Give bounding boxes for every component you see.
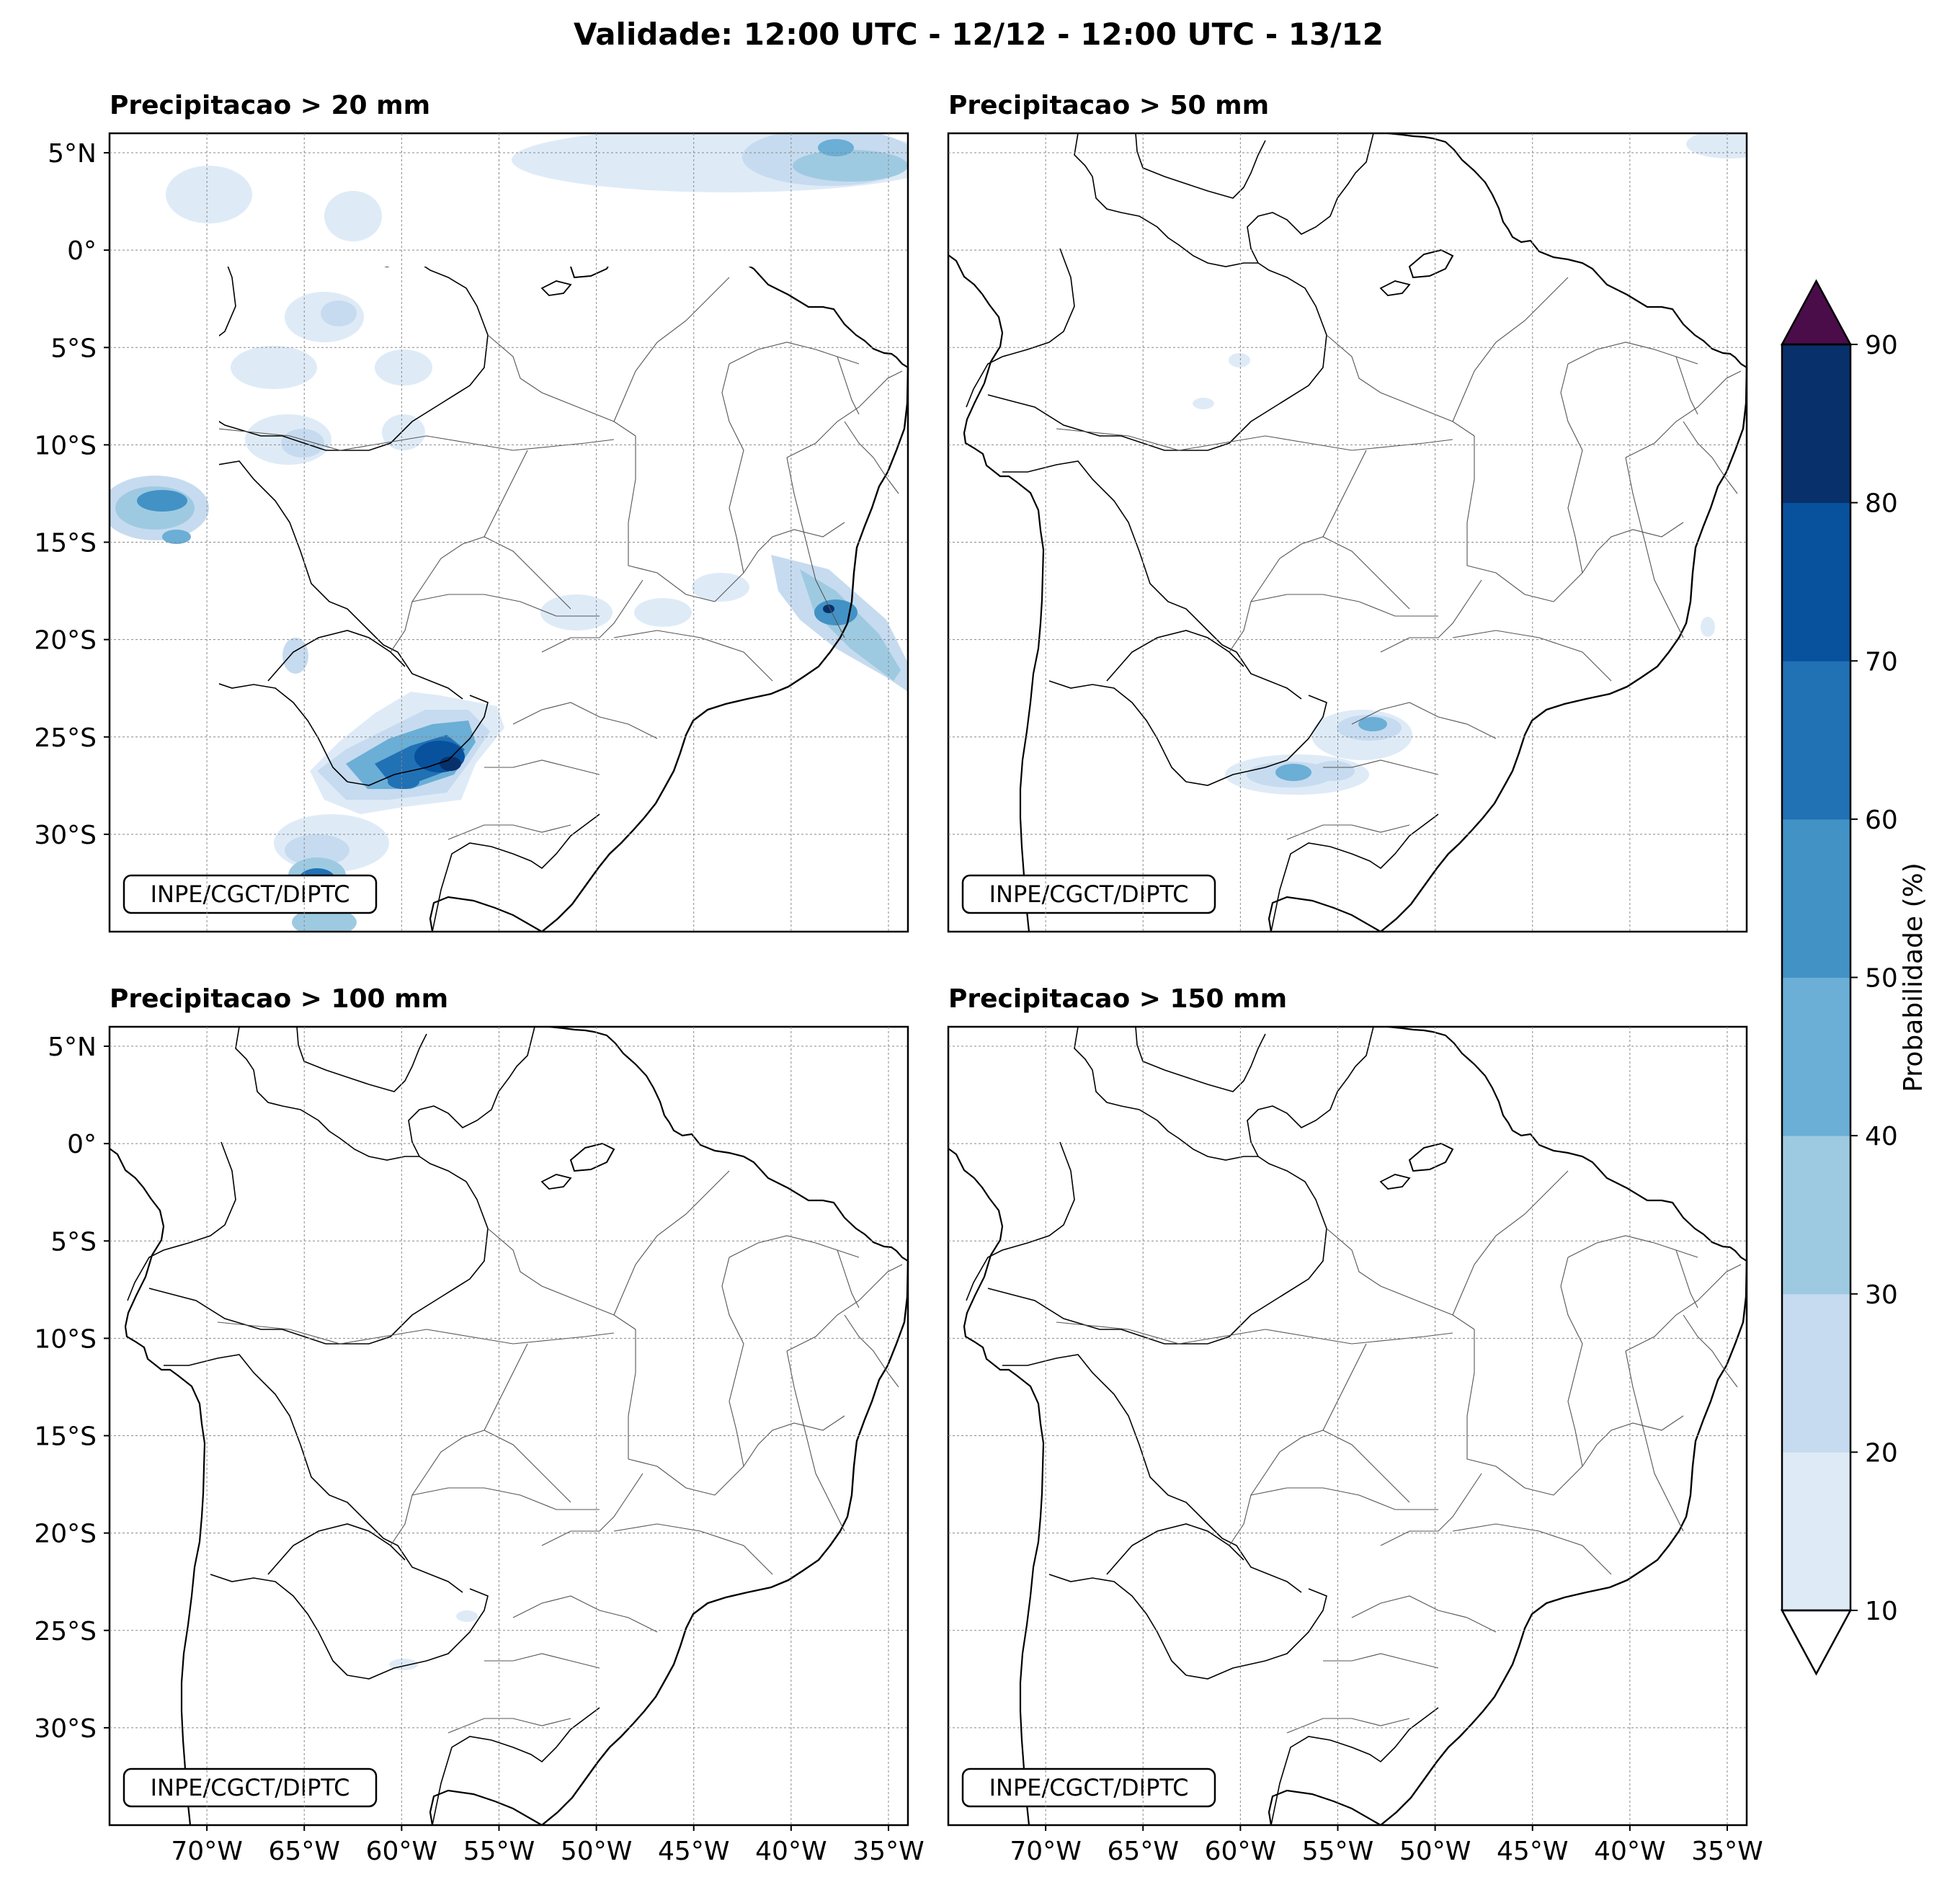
lon-tick-label: 65°W <box>269 1837 340 1866</box>
colorbar-segment <box>1782 977 1850 1136</box>
colorbar-tick-label: 10 <box>1865 1597 1898 1626</box>
lat-tick-label: 5°N <box>48 1033 97 1062</box>
lon-tick-label: 60°W <box>366 1837 437 1866</box>
credit-label: INPE/CGCT/DIPTC <box>989 880 1189 908</box>
lon-tick-label: 70°W <box>1010 1837 1081 1866</box>
colorbar-tick-label: 60 <box>1865 806 1898 835</box>
colorbar-tick-label: 20 <box>1865 1438 1898 1468</box>
colorbar-segment <box>1782 502 1850 661</box>
lat-tick-label: 0° <box>67 236 97 266</box>
colorbar-segment <box>1782 344 1850 504</box>
panel-title: Precipitacao > 20 mm <box>110 91 430 120</box>
lat-tick-label: 20°S <box>34 626 97 656</box>
colorbar: 10 20 30 40 50 60 70 80 90 Probabilidade (%) <box>1780 279 1928 1676</box>
colorbar-tick-label: 30 <box>1865 1280 1898 1310</box>
lat-tick-label: 30°S <box>34 1714 97 1744</box>
lat-tick-label: 25°S <box>34 1617 97 1646</box>
lon-tick-label: 50°W <box>1399 1837 1471 1866</box>
lon-tick-label: 40°W <box>1594 1837 1665 1866</box>
colorbar-tick-label: 70 <box>1865 647 1898 677</box>
lat-tick-label: 30°S <box>34 821 97 850</box>
colorbar-extend-min <box>1780 1609 1853 1676</box>
lat-tick-label: 5°N <box>48 139 97 169</box>
colorbar-label: Probabilidade (%) <box>1899 862 1928 1092</box>
lon-tick-label: 65°W <box>1108 1837 1179 1866</box>
lat-tick-label: 5°S <box>50 1227 97 1257</box>
probability-field <box>1193 133 1747 795</box>
panel-50mm: Precipitacao > 50 mm INPE/CGCT/DIPTC <box>947 91 1748 933</box>
lon-tick-label: 55°W <box>463 1837 535 1866</box>
lon-tick-label: 35°W <box>852 1837 924 1866</box>
lon-tick-label: 70°W <box>171 1837 242 1866</box>
credit-label: INPE/CGCT/DIPTC <box>151 1774 350 1801</box>
colorbar-extend-max <box>1780 279 1853 346</box>
colorbar-segment <box>1782 1293 1850 1453</box>
credit-label: INPE/CGCT/DIPTC <box>151 880 350 908</box>
colorbar-segment <box>1782 1452 1850 1611</box>
panel-title: Precipitacao > 100 mm <box>110 984 448 1014</box>
panel-title: Precipitacao > 50 mm <box>948 91 1269 120</box>
lat-tick-label: 20°S <box>34 1520 97 1549</box>
lon-tick-label: 60°W <box>1205 1837 1276 1866</box>
colorbar-segment <box>1782 819 1850 978</box>
lon-tick-label: 40°W <box>755 1837 827 1866</box>
panel-100mm: Precipitacao > 100 mm INPE/CGCT/DIPTC <box>108 984 909 1827</box>
panel-20mm: Precipitacao > 20 mm <box>108 91 909 933</box>
lon-tick-label: 45°W <box>1497 1837 1568 1866</box>
lat-tick-label: 10°S <box>34 431 97 460</box>
lat-tick-label: 0° <box>67 1130 97 1159</box>
lat-tick-label: 10°S <box>34 1324 97 1354</box>
lat-tick-label: 25°S <box>34 723 97 753</box>
lon-tick-label: 45°W <box>658 1837 729 1866</box>
colorbar-segment <box>1782 661 1850 820</box>
lon-tick-label: 35°W <box>1691 1837 1763 1866</box>
lon-tick-label: 50°W <box>561 1837 632 1866</box>
colorbar-tick-label: 80 <box>1865 489 1898 519</box>
colorbar-tick-label: 50 <box>1865 964 1898 994</box>
lat-tick-label: 5°S <box>50 334 97 363</box>
colorbar-tick-label: 90 <box>1865 331 1898 360</box>
panel-title: Precipitacao > 150 mm <box>948 984 1287 1014</box>
colorbar-segment <box>1782 1136 1850 1295</box>
lat-tick-label: 15°S <box>34 1422 97 1452</box>
lon-tick-label: 55°W <box>1302 1837 1373 1866</box>
lat-tick-label: 15°S <box>34 529 97 558</box>
panel-150mm: Precipitacao > 150 mm INPE/CGCT/DIPTC <box>947 984 1748 1827</box>
credit-label: INPE/CGCT/DIPTC <box>989 1774 1189 1801</box>
colorbar-tick-label: 40 <box>1865 1122 1898 1151</box>
figure-title: Validade: 12:00 UTC - 12/12 - 12:00 UTC … <box>574 17 1384 52</box>
